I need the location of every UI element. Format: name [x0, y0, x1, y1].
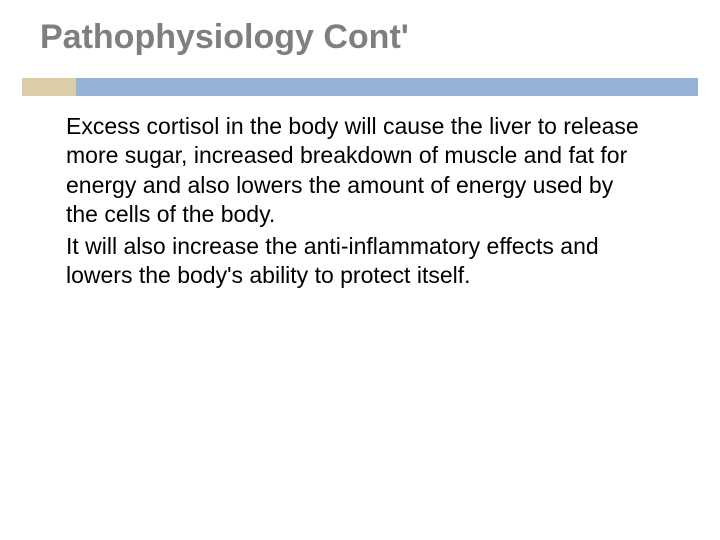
slide: Pathophysiology Cont' Excess cortisol in… — [0, 0, 720, 540]
accent-bar-row — [0, 78, 720, 96]
accent-bar-main — [76, 78, 698, 96]
body-paragraph: It will also increase the anti-inflammat… — [66, 232, 646, 291]
slide-title: Pathophysiology Cont' — [40, 18, 409, 57]
body-paragraph: Excess cortisol in the body will cause t… — [66, 112, 646, 230]
body-text: Excess cortisol in the body will cause t… — [66, 112, 646, 293]
accent-bar-small — [22, 78, 76, 96]
